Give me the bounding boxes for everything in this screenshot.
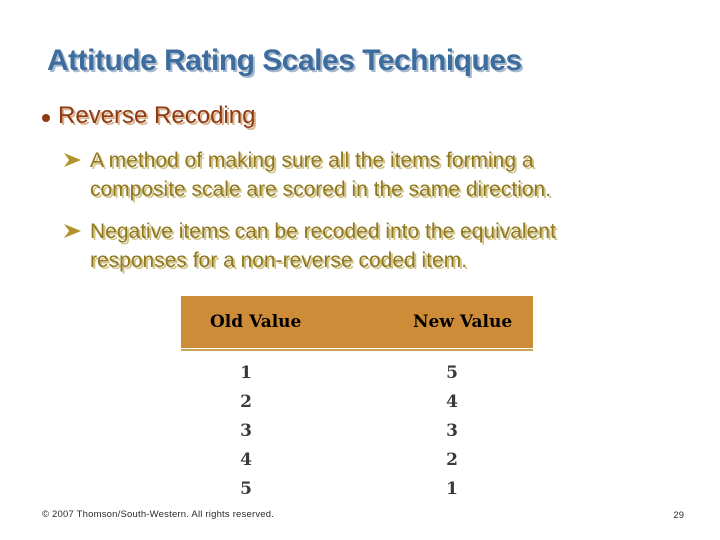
old-value-cell: 3 [240,421,252,441]
new-value-cell: 3 [446,421,458,441]
old-value-cell: 4 [240,450,252,470]
page-number: 29 [673,510,684,521]
new-value-cell: 5 [446,363,458,383]
bullet-reverse-recoding: Reverse Recoding [58,102,256,129]
sub-bullet-composite-scale: A method of making sure all the items fo… [90,149,552,201]
circle-bullet-icon [42,114,50,122]
old-value-cell: 1 [240,363,252,383]
new-value-cell: 4 [446,392,458,412]
slide-title: Attitude Rating Scales Techniques [47,44,522,77]
arrowhead-right-icon [64,224,81,238]
sub-bullet-negative-items: Negative items can be recoded into the e… [90,220,556,272]
old-value-column-header: Old Value [210,312,302,332]
recode-table-header: Old Value New Value [181,296,533,348]
old-value-cell: 5 [240,479,252,499]
copyright-notice: © 2007 Thomson/South-Western. All rights… [42,509,275,520]
old-value-cell: 2 [240,392,252,412]
new-value-cell: 2 [446,450,458,470]
arrowhead-right-icon [64,153,81,167]
table-header-rule [181,349,533,351]
new-value-cell: 1 [446,479,458,499]
new-value-column-header: New Value [413,312,513,332]
